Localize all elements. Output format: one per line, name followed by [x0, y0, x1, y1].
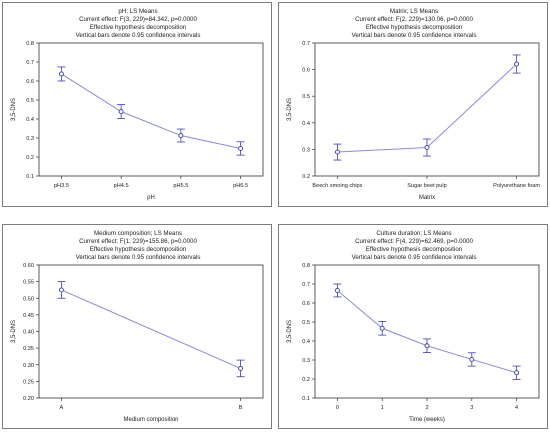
y-tick-label: 0.50	[23, 296, 34, 302]
x-axis-label: Medium composition	[123, 417, 178, 423]
y-tick-label: 0.30	[23, 363, 34, 369]
y-tick-label: 0.45	[23, 313, 34, 319]
chart-panel-ph: pH; LS Means Current effect: F(3, 229)=84…	[2, 2, 272, 207]
x-tick-label: pH5.5	[173, 183, 188, 189]
chart-title: Matrix; LS Means	[390, 8, 438, 15]
x-tick-label: pH3.5	[54, 183, 69, 189]
y-tick-label: 0.2	[26, 155, 34, 161]
y-axis-label: 3,5-DNS	[11, 98, 17, 121]
plot-frame	[38, 264, 264, 399]
chart-subtitle-line: Current effect: F(3, 229)=84.342, p=0.00…	[79, 16, 197, 23]
y-tick-label: 0.55	[23, 280, 34, 286]
y-axis-label: 3,5-DNS	[287, 320, 293, 343]
chart-subtitle-line: Current effect: F(4, 229)=62.469, p=0.00…	[355, 238, 473, 245]
x-tick-label: 1	[381, 405, 384, 411]
y-tick-label: 0.6	[302, 68, 310, 74]
data-point	[514, 370, 520, 376]
y-tick-label: 0.4	[26, 117, 34, 123]
data-point	[514, 61, 520, 67]
x-tick-label: 2	[425, 405, 428, 411]
chart-subtitle-line: Vertical bars denote 0.95 confidence int…	[76, 32, 201, 39]
y-tick-label: 0.3	[26, 136, 34, 142]
y-tick-label: 0.3	[302, 358, 310, 364]
chart-subtitle-line: Effective hypothesis decomposition	[366, 246, 463, 253]
x-tick-label: 4	[515, 405, 518, 411]
y-tick-label: 0.60	[23, 263, 34, 269]
chart-subtitle-line: Current effect: F(2, 229)=130.06, p=0.00…	[355, 16, 473, 23]
y-tick-label: 0.6	[26, 79, 34, 85]
y-tick-label: 0.7	[26, 60, 34, 66]
x-axis-label: pH	[147, 195, 155, 201]
chart-title: pH; LS Means	[118, 8, 157, 15]
data-point	[334, 288, 340, 293]
data-point	[469, 356, 475, 362]
x-tick-label: pH6.5	[233, 183, 248, 189]
series-line	[61, 73, 241, 149]
y-tick-label: 0.5	[26, 98, 34, 104]
y-tick-label: 0.3	[302, 147, 310, 153]
plot-frame	[314, 264, 540, 399]
x-tick-label: Polyurethane foam	[493, 183, 540, 189]
data-point	[58, 287, 64, 293]
y-tick-label: 0.7	[302, 282, 310, 288]
chart-subtitle-line: Effective hypothesis decomposition	[90, 24, 187, 31]
chart-subtitle-line: Effective hypothesis decomposition	[366, 24, 463, 31]
x-tick-label: Sugar beet pulp	[407, 183, 447, 189]
y-tick-label: 0.2	[302, 174, 310, 180]
y-tick-label: 0.2	[302, 377, 310, 383]
chart-panel-culture-duration: Culture duration; LS Means Current effect…	[278, 224, 548, 429]
x-tick-label: pH4.5	[114, 183, 129, 189]
data-point	[238, 365, 244, 371]
chart-subtitle-line: Vertical bars denote 0.95 confidence int…	[76, 254, 201, 261]
chart-title: Culture duration; LS Means	[376, 230, 451, 237]
y-axis-label: 3,5-DNS	[287, 98, 293, 121]
data-point	[118, 109, 124, 115]
y-tick-label: 0.4	[302, 339, 310, 345]
x-tick-label: Beech smoing chips	[312, 183, 362, 189]
data-point	[379, 325, 385, 331]
data-point	[238, 145, 244, 151]
chart-panel-medium-composition: Medium composition; LS Means Current effe…	[2, 224, 272, 429]
data-point	[334, 149, 340, 155]
x-tick-label: 3	[470, 405, 473, 411]
data-point	[178, 133, 184, 138]
y-tick-label: 0.1	[302, 396, 310, 402]
y-tick-label: 0.35	[23, 346, 34, 352]
chart-subtitle-line: Vertical bars denote 0.95 confidence int…	[352, 254, 477, 261]
y-tick-label: 0.7	[302, 41, 310, 47]
x-axis-label: Matrix	[419, 195, 435, 201]
y-tick-label: 0.6	[302, 301, 310, 307]
x-tick-label: 0	[336, 405, 339, 411]
y-tick-label: 0.8	[302, 263, 310, 269]
data-point	[58, 71, 64, 77]
y-tick-label: 0.20	[23, 396, 34, 402]
y-tick-label: 0.5	[302, 320, 310, 326]
y-tick-label: 0.5	[302, 94, 310, 100]
data-point	[424, 145, 430, 150]
chart-subtitle-line: Vertical bars denote 0.95 confidence int…	[352, 32, 477, 39]
x-tick-label: A	[60, 405, 64, 411]
chart-subtitle-line: Current effect: F(1, 229)=155.86, p=0.00…	[79, 238, 197, 245]
series-line	[61, 289, 241, 369]
chart-title: Medium composition; LS Means	[94, 230, 182, 237]
chart-panel-matrix: Matrix; LS Means Current effect: F(2, 229…	[278, 2, 548, 207]
x-tick-label: B	[239, 405, 243, 411]
data-point	[424, 343, 430, 349]
y-tick-label: 0.4	[302, 121, 310, 127]
y-tick-label: 0.8	[26, 41, 34, 47]
y-tick-label: 0.1	[26, 174, 34, 180]
x-axis-label: Time (weeks)	[409, 417, 445, 423]
y-tick-label: 0.40	[23, 330, 34, 336]
plot-frame	[38, 42, 264, 177]
series-line	[337, 290, 517, 374]
chart-subtitle-line: Effective hypothesis decomposition	[90, 246, 187, 253]
y-axis-label: 3,5-DNS	[11, 320, 17, 343]
y-tick-label: 0.25	[23, 379, 34, 385]
